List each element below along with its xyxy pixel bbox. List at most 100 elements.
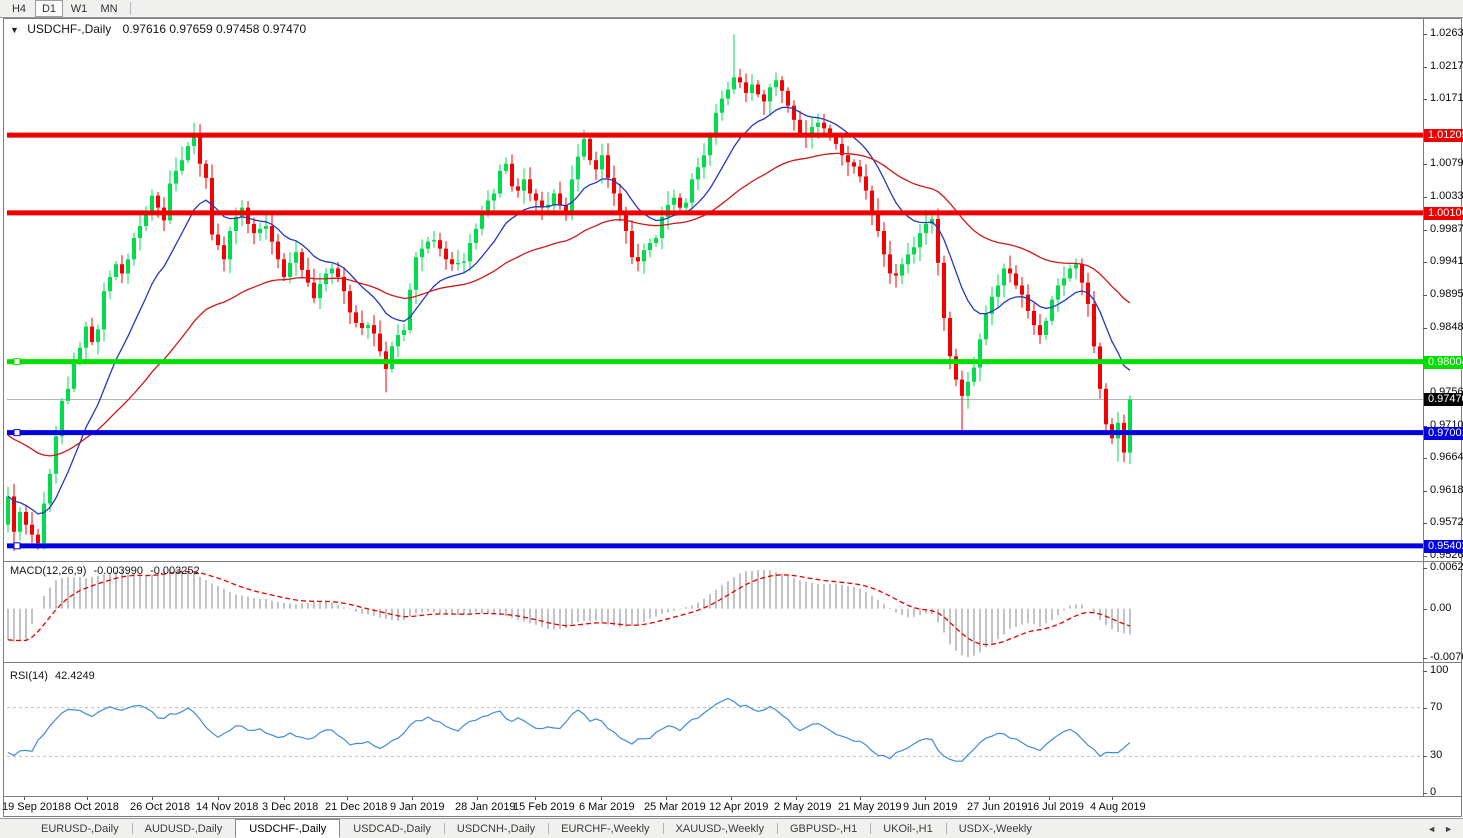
tab-label: XAUUSD-,Weekly	[675, 822, 764, 835]
price-axis-label: 1.02170	[1430, 59, 1463, 72]
level-handle[interactable]	[13, 358, 21, 366]
tab-usdcnh-daily[interactable]: USDCNH-,Daily	[443, 819, 548, 838]
date-axis-tick	[989, 797, 990, 800]
tab-label: EURCHF-,Weekly	[561, 822, 650, 835]
macd-name: MACD(12,26,9)	[10, 565, 87, 577]
timeframe-button-h4[interactable]: H4	[11, 2, 27, 15]
date-axis-tick	[925, 797, 926, 800]
date-axis-label: 2 May 2019	[774, 801, 832, 813]
date-axis-tick	[152, 797, 153, 800]
price-axis-label: 1.01710	[1430, 92, 1463, 105]
axis-tick	[1423, 793, 1427, 794]
timeframe-button-d1[interactable]: D1	[35, 0, 63, 17]
axis-tick	[1423, 425, 1427, 427]
rsi-pane-divider[interactable]	[3, 662, 1462, 663]
tab-audusd-daily[interactable]: AUDUSD-,Daily	[131, 819, 236, 838]
date-axis-label: 9 Jun 2019	[903, 801, 958, 813]
tab-usdcad-daily[interactable]: USDCAD-,Daily	[340, 819, 444, 838]
date-axis-tick	[601, 797, 602, 800]
macd-pane-divider[interactable]	[3, 561, 1462, 562]
date-axis-label: 16 Jul 2019	[1027, 801, 1084, 813]
axis-tick	[1423, 262, 1427, 264]
date-axis-label: 3 Dec 2018	[262, 801, 319, 813]
date-axis-tick	[87, 797, 88, 800]
toolbar-separator	[130, 2, 131, 15]
date-axis-label: 4 Aug 2019	[1090, 801, 1146, 813]
tab-eurchf-weekly[interactable]: EURCHF-,Weekly	[548, 819, 662, 838]
timeframe-button-w1[interactable]: W1	[70, 2, 88, 15]
axis-tick	[1423, 66, 1427, 68]
tab-usdx-weekly[interactable]: USDX-,Weekly	[945, 819, 1045, 838]
chart-header: ▼ USDCHF-,Daily 0.97616 0.97659 0.97458 …	[10, 22, 306, 36]
tab-label: USDX-,Weekly	[958, 822, 1032, 835]
axis-tick	[1423, 229, 1427, 231]
tab-label: UKOil-,H1	[883, 822, 933, 835]
date-axis-tick	[731, 797, 732, 800]
macd-axis-label: 0.00	[1430, 601, 1452, 614]
level-price-badge: 0.98004	[1424, 355, 1463, 369]
axis-tick	[1423, 458, 1427, 460]
tab-label: USDCAD-,Daily	[353, 822, 431, 835]
rsi-pane-label: RSI(14) 42.4249	[10, 670, 99, 682]
date-axis-tick	[535, 797, 536, 800]
axis-tick	[1423, 658, 1427, 659]
tab-ukoil-h1[interactable]: UKOil-,H1	[870, 819, 946, 838]
timeframe-button-mn[interactable]: MN	[100, 2, 118, 15]
tab-label: GBPUSD-,H1	[789, 822, 858, 835]
chart-bottom-border	[3, 816, 1462, 817]
level-price-badge: 0.95402	[1424, 539, 1463, 553]
candles	[6, 34, 1132, 551]
tab-gbpusd-h1[interactable]: GBPUSD-,H1	[776, 819, 870, 838]
price-axis-label: 1.00790	[1430, 157, 1463, 170]
ma-slow-line	[7, 152, 1131, 457]
date-axis-tick	[24, 797, 25, 800]
date-axis-tick	[477, 797, 478, 800]
tabbar-scroll-left-button[interactable]: ◄	[1427, 823, 1437, 834]
tab-label: AUDUSD-,Daily	[144, 822, 223, 835]
date-axis-label: 12 Apr 2019	[709, 801, 769, 813]
macd-signal-value: -0.003252	[150, 565, 200, 577]
date-axis-label: 6 Mar 2019	[579, 801, 635, 813]
axis-divider	[1423, 18, 1424, 797]
axis-tick	[1423, 197, 1427, 198]
date-axis-tick	[284, 797, 285, 800]
axis-tick	[1423, 490, 1427, 492]
chart-right-border	[1461, 18, 1462, 817]
collapse-caret-icon[interactable]: ▼	[10, 25, 19, 35]
tab-label: USDCHF-,Daily	[249, 822, 327, 835]
axis-tick	[1423, 99, 1427, 101]
date-axis-label: 28 Jan 2019	[455, 801, 516, 813]
date-axis-label: 21 Dec 2018	[325, 801, 388, 813]
date-axis-tick	[1112, 797, 1113, 800]
macd-axis-label: -0.00762	[1430, 651, 1463, 663]
tab-label: EURUSD-,Daily	[41, 822, 119, 835]
axis-tick	[1423, 555, 1427, 557]
level-price-badge: 0.97001	[1424, 426, 1463, 440]
level-handle[interactable]	[13, 542, 21, 550]
chart-top-border	[3, 18, 1462, 19]
tab-usdchf-daily[interactable]: USDCHF-,Daily	[235, 819, 341, 838]
tab-eurusd-daily[interactable]: EURUSD-,Daily	[28, 819, 132, 838]
axis-tick	[1423, 756, 1427, 758]
level-handle[interactable]	[13, 429, 21, 437]
macd-axis-label: 0.006286	[1430, 561, 1463, 573]
level-price-badge: 1.00106	[1424, 206, 1463, 220]
axis-tick	[1423, 608, 1427, 610]
macd-signal-line	[7, 570, 1131, 646]
tabbar-scroll-right-button[interactable]: ►	[1444, 823, 1453, 834]
axis-tick	[1423, 294, 1427, 296]
date-axis-tick	[1049, 797, 1050, 800]
tab-xauusd-weekly[interactable]: XAUUSD-,Weekly	[662, 819, 777, 838]
tab-label: USDCNH-,Daily	[456, 822, 536, 835]
rsi-axis-label: 100	[1430, 664, 1449, 676]
date-axis-tick	[412, 797, 413, 800]
date-axis-tick	[218, 797, 219, 800]
macd-pane-label: MACD(12,26,9) -0.003990 -0.003252	[10, 565, 204, 577]
